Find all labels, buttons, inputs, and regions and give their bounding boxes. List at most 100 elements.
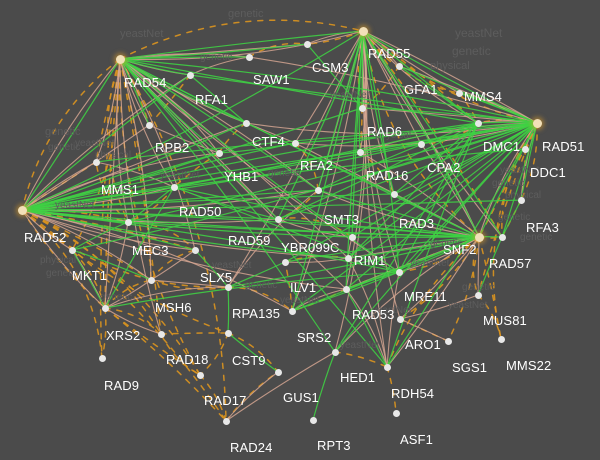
network-edge (393, 122, 479, 195)
network-edge (478, 122, 538, 238)
network-edge (317, 30, 364, 191)
gene-node-ddc1[interactable] (521, 145, 529, 153)
gene-node-rfa2[interactable] (291, 139, 299, 147)
gene-node-rdh54[interactable] (383, 363, 391, 371)
gene-node-rpb2[interactable] (145, 121, 153, 129)
gene-node-gfa1[interactable] (395, 62, 403, 70)
gene-node-rad51[interactable] (532, 118, 542, 128)
gene-node-ctf4[interactable] (242, 119, 250, 127)
network-edge (21, 209, 106, 309)
gene-node-mec3[interactable] (124, 218, 132, 226)
network-edge (334, 30, 368, 353)
network-edge (345, 288, 388, 368)
network-edge (248, 56, 538, 124)
gene-node-cst9[interactable] (224, 329, 232, 337)
network-edge (71, 249, 152, 281)
network-edge (447, 236, 480, 342)
gene-node-rpt3[interactable] (309, 416, 317, 424)
gene-node-cpa2[interactable] (417, 140, 425, 148)
network-edge (199, 332, 229, 376)
network-edge (227, 332, 279, 373)
gene-node-hed1[interactable] (331, 348, 339, 356)
network-edge (119, 58, 247, 124)
network-edge (95, 161, 129, 223)
network-edge (127, 186, 175, 223)
network-edge (477, 236, 480, 296)
network-edge (227, 286, 230, 334)
gene-node-ybr099c[interactable] (348, 233, 356, 241)
gene-node-rad9[interactable] (98, 354, 106, 362)
network-edge (345, 288, 388, 368)
network-edge (21, 209, 353, 238)
gene-node-csm3[interactable] (303, 40, 311, 48)
gene-node-msh6[interactable] (147, 276, 155, 284)
network-edge (357, 30, 364, 109)
network-edge (21, 58, 121, 211)
network-edge (119, 30, 364, 60)
gene-node-mms4[interactable] (455, 89, 463, 97)
network-edge (21, 152, 220, 211)
gene-node-mre11[interactable] (395, 268, 403, 276)
gene-node-yhb1[interactable] (215, 149, 223, 157)
gene-node-aro1[interactable] (396, 315, 404, 323)
network-edge (21, 58, 121, 211)
gene-node-rad3[interactable] (390, 190, 398, 198)
network-edge (119, 43, 308, 60)
gene-node-rad54[interactable] (115, 54, 125, 64)
gene-node-rpa135[interactable] (224, 283, 232, 291)
network-edge (127, 221, 480, 238)
network-edge (71, 249, 106, 309)
gene-node-mkt1[interactable] (68, 246, 76, 254)
gene-node-rfa3[interactable] (517, 196, 525, 204)
gene-node-slx5[interactable] (191, 246, 199, 254)
network-edge (189, 56, 250, 76)
gene-node-dmc1[interactable] (474, 119, 482, 127)
network-edge (294, 30, 364, 144)
gene-node-ilv1[interactable] (281, 258, 289, 266)
gene-node-rfa1[interactable] (186, 71, 194, 79)
gene-node-rad16[interactable] (356, 148, 364, 156)
gene-node-rad59[interactable] (274, 215, 282, 223)
gene-node-mus81[interactable] (474, 291, 482, 299)
network-edge (398, 236, 480, 273)
network-edge (277, 122, 479, 220)
gene-node-rad6[interactable] (358, 104, 366, 112)
network-edge (227, 261, 286, 288)
network-edge (386, 366, 397, 414)
network-edge (21, 122, 479, 211)
gene-node-smt3[interactable] (314, 186, 322, 194)
gene-node-snf2[interactable] (474, 232, 484, 242)
gene-node-mms1[interactable] (92, 158, 100, 166)
gene-node-xrs2[interactable] (101, 304, 109, 312)
gene-node-rad24[interactable] (222, 417, 230, 425)
gene-node-asf1[interactable] (392, 409, 400, 417)
gene-node-rim1[interactable] (344, 254, 352, 262)
gene-node-mms22[interactable] (497, 335, 505, 343)
network-edge (399, 236, 480, 320)
network-edge (71, 122, 538, 251)
gene-node-gus1[interactable] (274, 368, 282, 376)
gene-node-saw1[interactable] (245, 53, 253, 61)
network-edge (21, 209, 152, 281)
network-edge (347, 122, 479, 259)
network-edge (104, 286, 229, 309)
network-edge (520, 122, 538, 201)
network-edge (21, 122, 247, 211)
gene-node-sgs1[interactable] (444, 337, 452, 345)
network-edge (21, 209, 103, 359)
gene-node-rad17[interactable] (196, 371, 204, 379)
gene-node-rad52[interactable] (17, 205, 27, 215)
network-edge (227, 236, 480, 288)
gene-node-rad55[interactable] (358, 26, 368, 36)
network-edge (362, 30, 400, 273)
network-edge (119, 58, 227, 422)
gene-node-rad57[interactable] (498, 233, 506, 241)
gene-node-rad50[interactable] (170, 183, 178, 191)
network-edge (306, 43, 363, 109)
gene-node-rad18[interactable] (157, 330, 165, 338)
gene-node-rad53[interactable] (342, 285, 350, 293)
network-edge (150, 249, 196, 281)
network-edge (399, 294, 479, 320)
gene-node-srs2[interactable] (288, 307, 296, 315)
